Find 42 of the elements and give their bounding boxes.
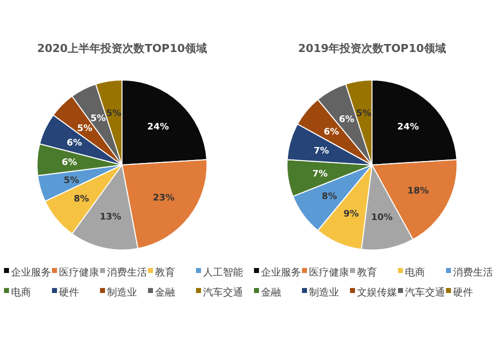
legend-label: 教育 xyxy=(357,266,377,278)
legend-label: 医疗健康 xyxy=(59,266,99,278)
data-label: 13% xyxy=(100,212,122,223)
data-label: 8% xyxy=(322,192,338,202)
legend-label: 消费生活 xyxy=(453,266,493,278)
data-label: 7% xyxy=(312,169,328,180)
data-label: 5% xyxy=(64,176,80,186)
legend-label: 汽车交通 xyxy=(203,286,243,298)
data-label: 10% xyxy=(371,212,393,223)
data-label: 6% xyxy=(62,158,78,168)
chart-title: 2019年投资次数TOP10领域 xyxy=(298,42,446,55)
data-label: 5% xyxy=(90,114,106,124)
legend-label: 电商 xyxy=(405,266,425,278)
legend-label: 企业服务 xyxy=(11,266,51,278)
legend-label: 电商 xyxy=(11,286,31,298)
legend-label: 金融 xyxy=(261,286,281,298)
legend-label: 教育 xyxy=(155,266,175,278)
chart-title: 2020上半年投资次数TOP10领域 xyxy=(37,42,207,55)
data-label: 6% xyxy=(324,128,340,138)
data-label: 7% xyxy=(314,146,330,156)
data-label: 5% xyxy=(77,124,92,134)
data-label: 24% xyxy=(397,122,419,133)
legend-label: 消费生活 xyxy=(107,266,147,278)
data-label: 18% xyxy=(407,186,429,197)
legend-label: 企业服务 xyxy=(261,266,301,278)
data-label: 24% xyxy=(147,122,169,133)
legend-label: 制造业 xyxy=(107,286,137,298)
legend-label: 制造业 xyxy=(309,286,339,298)
data-label: 5% xyxy=(356,109,372,120)
data-label: 6% xyxy=(66,138,82,149)
legend-label: 硬件 xyxy=(453,288,473,298)
legend-label: 金融 xyxy=(155,286,175,298)
legend-label: 硬件 xyxy=(59,288,79,298)
data-label: 8% xyxy=(74,194,90,205)
data-label: 5% xyxy=(106,109,122,120)
legend-label: 医疗健康 xyxy=(309,266,349,278)
legend-label: 文娱传媒 xyxy=(357,286,397,298)
legend-label: 汽车交通 xyxy=(405,286,445,298)
data-label: 6% xyxy=(338,114,354,125)
data-label: 23% xyxy=(152,193,174,204)
data-label: 9% xyxy=(343,210,359,220)
legend-label: 人工智能 xyxy=(203,266,243,278)
